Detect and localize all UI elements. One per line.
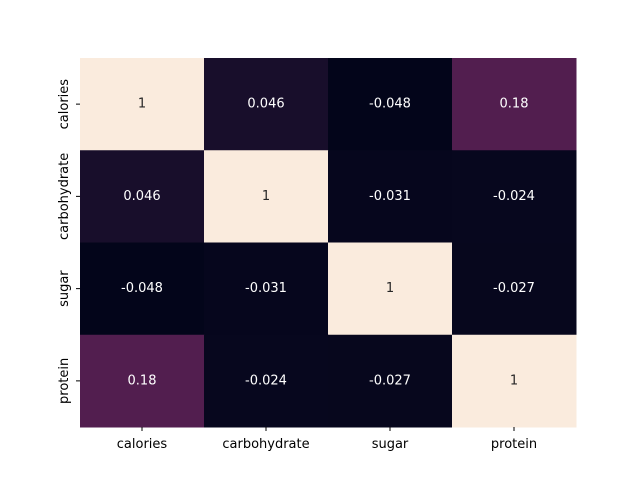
cell-value-label: -0.031 [245, 281, 287, 296]
cell-value-label: 1 [262, 189, 270, 204]
heatmap-cell [204, 334, 329, 428]
cell-value-label: 0.18 [500, 97, 529, 112]
cell-value-label: 0.046 [247, 97, 284, 112]
cell-value-label: -0.027 [493, 281, 535, 296]
cell-value-label: -0.048 [121, 281, 163, 296]
heatmap-cell [80, 334, 205, 428]
heatmap-cell [328, 58, 453, 151]
x-tick-label: calories [117, 437, 168, 452]
heatmap-cell [204, 242, 329, 336]
x-tick-label: protein [491, 437, 537, 452]
y-tick-label: calories [57, 79, 72, 130]
heatmap-cell [328, 242, 453, 336]
heatmap-cell [80, 242, 205, 336]
heatmap-cell [204, 58, 329, 151]
cell-value-label: 1 [386, 281, 394, 296]
heatmap-cell [204, 150, 329, 243]
heatmap-cell [80, 58, 205, 151]
y-tick-label: carbohydrate [57, 153, 72, 240]
y-tick-label: sugar [57, 270, 72, 307]
x-tick-label: carbohydrate [222, 437, 309, 452]
heatmap-cell [452, 58, 577, 151]
heatmap-cell [452, 242, 577, 336]
cell-value-label: 1 [510, 373, 518, 388]
cell-value-label: -0.031 [369, 189, 411, 204]
heatmap-cell [328, 150, 453, 243]
cell-value-label: 0.18 [128, 373, 157, 388]
x-tick-label: sugar [372, 437, 409, 452]
x-axis: calories carbohydrate sugar protein [117, 427, 537, 452]
cell-value-label: -0.024 [493, 189, 535, 204]
heatmap-cell [328, 334, 453, 428]
heatmap-cell [80, 150, 205, 243]
y-tick-label: protein [57, 358, 72, 404]
y-axis: calories carbohydrate sugar protein [57, 79, 80, 404]
heatmap-cells: 1 0.046 -0.048 0.18 0.046 1 -0.031 -0.024 -0.048… [80, 58, 577, 428]
cell-value-label: 1 [138, 97, 146, 112]
cell-value-label: -0.027 [369, 373, 411, 388]
heatmap-cell [452, 150, 577, 243]
cell-value-label: -0.048 [369, 97, 411, 112]
cell-value-label: 0.046 [123, 189, 160, 204]
cell-value-label: -0.024 [245, 373, 287, 388]
heatmap-cell [452, 334, 577, 428]
